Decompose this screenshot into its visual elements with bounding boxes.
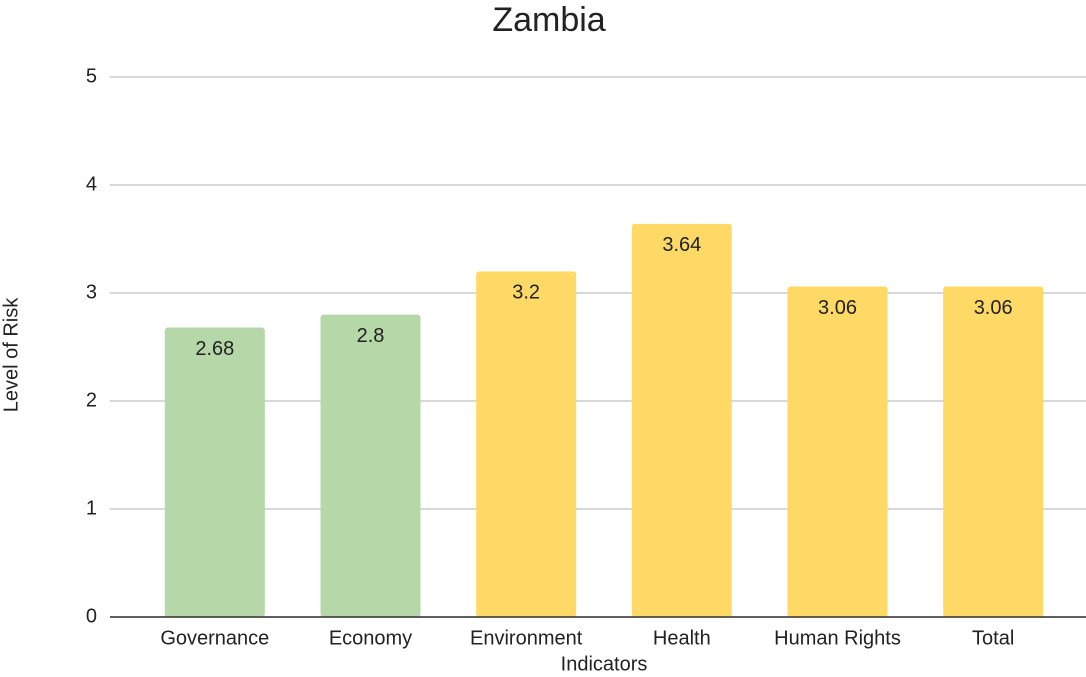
bar xyxy=(787,286,888,617)
data-label: 2.68 xyxy=(195,338,234,360)
bar xyxy=(476,271,577,617)
chart-title: Zambia xyxy=(492,1,605,39)
y-tick-label: 1 xyxy=(86,497,97,519)
x-tick-label: Health xyxy=(653,627,711,649)
y-tick-label: 3 xyxy=(86,281,97,303)
bar xyxy=(320,314,421,617)
y-tick-label: 0 xyxy=(86,605,97,627)
x-tick-label: Environment xyxy=(470,627,583,649)
bar xyxy=(943,286,1044,617)
bar xyxy=(164,327,265,617)
bar xyxy=(631,223,732,617)
data-label: 3.64 xyxy=(662,234,701,256)
data-label: 3.06 xyxy=(974,297,1013,319)
y-tick-label: 5 xyxy=(86,65,97,87)
y-tick-label: 4 xyxy=(86,173,97,195)
x-tick-label: Economy xyxy=(329,627,412,649)
data-label: 3.2 xyxy=(512,282,540,304)
x-tick-label: Governance xyxy=(160,627,269,649)
data-label: 2.8 xyxy=(357,325,385,347)
x-tick-label: Total xyxy=(972,627,1014,649)
y-tick-label: 2 xyxy=(86,389,97,411)
y-axis-title: Level of Risk xyxy=(0,297,22,412)
data-label: 3.06 xyxy=(818,297,857,319)
x-axis-title: Indicators xyxy=(561,653,648,675)
x-tick-label: Human Rights xyxy=(774,627,901,649)
